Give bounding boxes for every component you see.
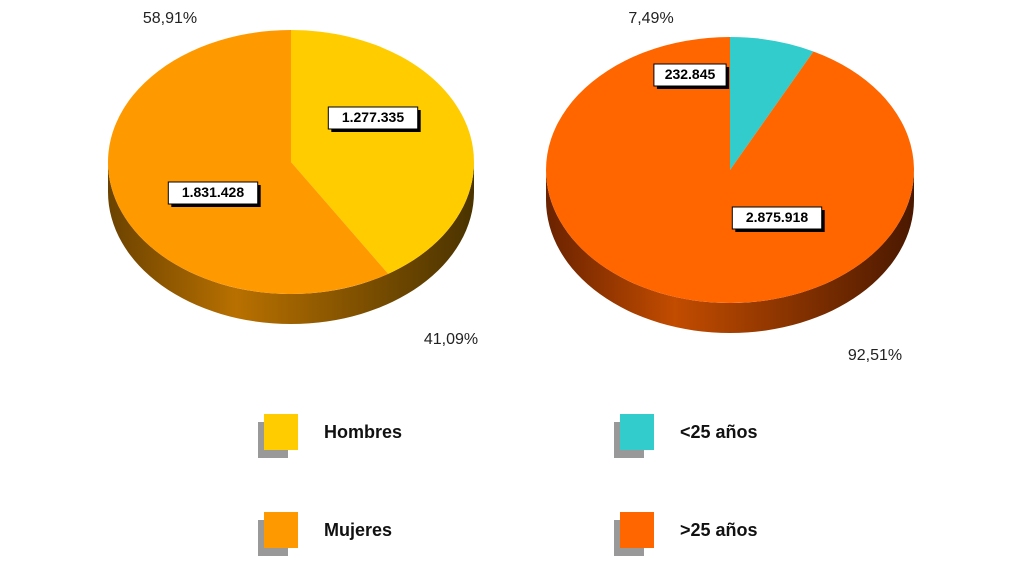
legend-swatch-under-25 — [620, 414, 654, 450]
legend-label-under-25: <25 años — [680, 422, 758, 442]
legend-item-hombres: Hombres — [258, 414, 478, 464]
value-label-under-25: 232.845 — [653, 63, 730, 89]
legend-swatch-mujeres — [264, 512, 298, 548]
pie-slice-hombres — [291, 30, 475, 274]
legend-item-under-25: <25 años — [614, 414, 834, 464]
value-label-text: 1.277.335 — [342, 109, 404, 125]
pie-slice-over-25 — [546, 37, 914, 304]
legend-label-hombres: Hombres — [324, 422, 403, 442]
value-label-mujeres: 1.831.428 — [167, 181, 261, 207]
pie-slice-mujeres — [108, 30, 389, 294]
legend-item-over-25: >25 años — [614, 512, 834, 562]
value-label-text: 232.845 — [665, 66, 716, 82]
pie-slice-under-25 — [730, 37, 814, 170]
legend-swatch-hombres — [264, 414, 298, 450]
value-label-text: 2.875.918 — [746, 209, 808, 225]
legend-swatch-over-25 — [620, 512, 654, 548]
value-label-over-25: 2.875.918 — [731, 206, 825, 232]
percent-label-hombres: 41,09% — [424, 331, 478, 348]
legend-label-over-25: >25 años — [680, 520, 758, 540]
legend-label-mujeres: Mujeres — [324, 520, 393, 540]
pie-side-shadow — [108, 162, 474, 324]
pie-side-shadow — [546, 170, 914, 333]
legend-item-mujeres: Mujeres — [258, 512, 478, 562]
value-label-text: 1.831.428 — [182, 184, 244, 200]
pie-chart-age: 232.845 2.875.918 7,49% 92,51% — [546, 10, 914, 364]
value-label-hombres: 1.277.335 — [327, 106, 421, 132]
pie-chart-gender: 1.277.335 1.831.428 41,09% 58,91% — [108, 10, 478, 348]
percent-label-mujeres: 58,91% — [143, 10, 197, 27]
percent-label-over-25: 92,51% — [848, 347, 902, 364]
percent-label-under-25: 7,49% — [628, 10, 673, 27]
